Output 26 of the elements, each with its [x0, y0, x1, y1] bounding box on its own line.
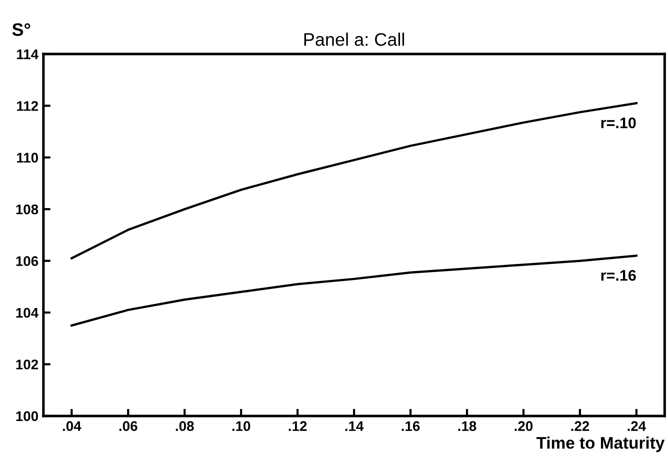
series-label: r=.10: [601, 117, 636, 128]
x-tick-label: .18: [458, 421, 476, 432]
series-label: r=.16: [601, 270, 636, 281]
y-tick-label: 106: [16, 256, 38, 266]
x-tick-label: .22: [571, 421, 590, 431]
x-tick-label: .24: [628, 421, 646, 431]
x-tick-label: .16: [402, 421, 420, 432]
chart-title: Panel a: Call: [304, 32, 404, 46]
y-axis-title: S°: [12, 23, 30, 36]
x-tick-label: .08: [176, 421, 194, 432]
y-tick-label: 100: [16, 411, 38, 422]
x-tick-label: .10: [232, 421, 250, 432]
y-tick-label: 114: [17, 50, 38, 60]
line-series: [70, 254, 638, 327]
x-tick-label: .06: [119, 421, 138, 432]
line-series: [70, 102, 638, 260]
x-tick-label: .12: [288, 421, 307, 431]
y-tick-label: 110: [17, 152, 38, 163]
y-tick-label: 102: [16, 360, 38, 370]
y-tick-label: 112: [17, 101, 38, 111]
x-tick-label: .14: [345, 421, 364, 431]
y-tick-label: 104: [16, 308, 38, 318]
y-tick-label: 108: [16, 204, 38, 214]
x-axis-title: Time to Maturity: [536, 436, 665, 452]
x-tick-label: .20: [514, 421, 533, 432]
x-tick-label: .04: [62, 421, 82, 432]
